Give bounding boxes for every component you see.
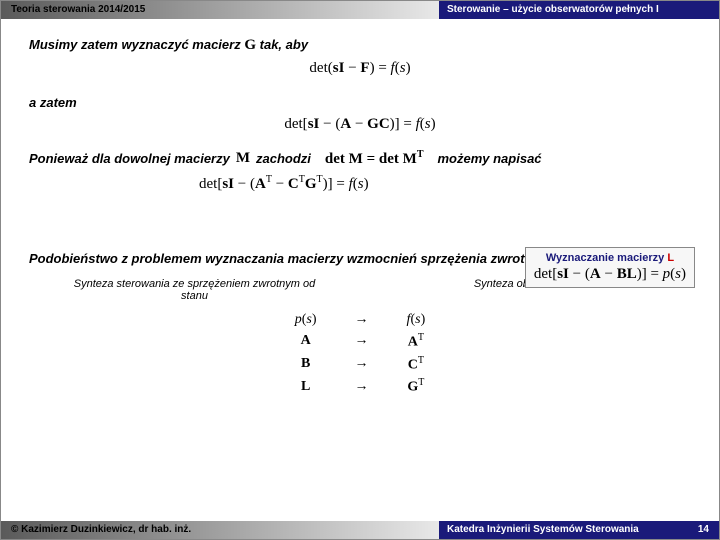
equation-4: det[sI − (AT − CTGT)] = f(s) bbox=[29, 174, 691, 193]
equation-3: det M = det MT bbox=[325, 149, 424, 168]
line3-text-a: Ponieważ dla dowolnej macierzy bbox=[29, 151, 230, 166]
line1-text-b: tak, aby bbox=[260, 37, 308, 52]
header-left: Teoria sterowania 2014/2015 bbox=[1, 1, 439, 19]
column-left: Synteza sterowania ze sprzężeniem zwrotn… bbox=[65, 278, 325, 308]
page-number: 14 bbox=[698, 521, 709, 539]
line-2: a zatem bbox=[29, 95, 691, 110]
col1-title: Synteza sterowania ze sprzężeniem zwrotn… bbox=[65, 278, 325, 302]
equation-2: det[sI − (A − GC)] = f(s) bbox=[29, 116, 691, 133]
header-right: Sterowanie – użycie obserwatorów pełnych… bbox=[439, 1, 719, 19]
line-1: Musimy zatem wyznaczyć macierz G tak, ab… bbox=[29, 37, 691, 54]
table-row: A → AT bbox=[277, 332, 443, 353]
annot-label-a: Wyznaczanie macierzy bbox=[546, 252, 667, 264]
table-row: L → GT bbox=[277, 377, 443, 398]
line-3: Ponieważ dla dowolnej macierzy M zachodz… bbox=[29, 149, 691, 168]
matrix-G: G bbox=[244, 37, 256, 53]
annot-label-L: L bbox=[667, 252, 674, 264]
footer-left: © Kazimierz Duzinkiewicz, dr hab. inż. bbox=[1, 521, 439, 539]
footer-right: Katedra Inżynierii Systemów Sterowania 1… bbox=[439, 521, 719, 539]
table-row: p(s) → f(s) bbox=[277, 312, 443, 330]
annotation-box: Wyznaczanie macierzy L det[sI − (A − BL)… bbox=[525, 247, 695, 288]
line1-text-a: Musimy zatem wyznaczyć macierz bbox=[29, 37, 241, 52]
table-row: B → CT bbox=[277, 355, 443, 376]
annotation-equation: det[sI − (A − BL)] = p(s) bbox=[534, 266, 686, 283]
line3-text-c: możemy napisać bbox=[437, 151, 541, 166]
mapping-table: p(s) → f(s) A → AT B → CT L → GT bbox=[275, 310, 445, 400]
matrix-M: M bbox=[236, 150, 250, 167]
line3-text-b: zachodzi bbox=[256, 151, 311, 166]
equation-1: det(sI − F) = f(s) bbox=[29, 60, 691, 77]
footer-dept: Katedra Inżynierii Systemów Sterowania bbox=[447, 521, 639, 539]
